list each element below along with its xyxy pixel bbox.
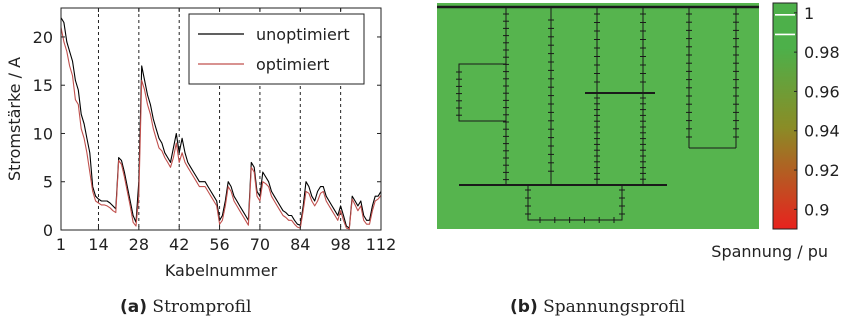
- colorbar-tick-label: 0.94: [804, 122, 840, 141]
- bottom-loop: [527, 185, 623, 221]
- colorbar-gradient: [772, 2, 798, 230]
- colorbar-tick-label: 0.98: [804, 43, 840, 62]
- y-tick-label: 5: [43, 173, 53, 192]
- caption-b-label: (b): [510, 297, 538, 317]
- y-tick-label: 10: [33, 124, 53, 143]
- voltage-profile-chart: 0.9 0.92 0.94 0.96 0.98 1 Spannung / pu: [437, 2, 840, 261]
- x-tick-label: 56: [209, 235, 229, 254]
- left-loop: [458, 63, 506, 122]
- y-tick-label: 15: [33, 76, 53, 95]
- plot-frame: [60, 7, 382, 231]
- x-tick-label: 42: [169, 235, 189, 254]
- y-tick-label: 0: [43, 221, 53, 240]
- colorbar-tick-label: 0.96: [804, 82, 840, 101]
- caption-a-text: Stromprofil: [152, 297, 252, 317]
- x-axis-label: Kabelnummer: [165, 261, 278, 280]
- x-tick-label: 70: [250, 235, 270, 254]
- series-line-unoptimiert: [61, 17, 381, 229]
- x-tick-label: 112: [366, 235, 397, 254]
- legend-box: [188, 13, 365, 85]
- y-tick-label: 20: [33, 28, 53, 47]
- x-tick-label: 28: [129, 235, 149, 254]
- legend: unoptimiert optimiert: [188, 13, 365, 85]
- legend-label-unoptimiert: unoptimiert: [256, 25, 350, 44]
- colorbar-tick-label: 0.9: [804, 200, 829, 219]
- colorbar-tick-label: 0.92: [804, 161, 840, 180]
- caption-a-label: (a): [120, 297, 148, 317]
- caption-b: (b) Spannungsprofil: [510, 297, 685, 317]
- x-tick-label: 1: [56, 235, 66, 254]
- x-tick-label: 84: [290, 235, 310, 254]
- y-axis-label: Stromstärke / A: [5, 57, 24, 181]
- colorbar-tick-label: 1: [804, 4, 814, 23]
- network-graph: [437, 5, 759, 223]
- network-background: [437, 3, 759, 229]
- caption-a: (a) Stromprofil: [120, 297, 251, 317]
- legend-label-optimiert: optimiert: [256, 55, 329, 74]
- x-tick-label: 14: [88, 235, 108, 254]
- series-line-optimiert: [61, 27, 381, 230]
- current-profile-chart: 1 14 28 42 56 70 84 98 112 0 5 10 15 20 Stromstärke /…: [5, 7, 397, 280]
- caption-b-text: Spannungsprofil: [543, 297, 686, 317]
- colorbar-label: Spannung / pu: [711, 242, 828, 261]
- x-tick-label: 98: [330, 235, 350, 254]
- colorbar: 0.9 0.92 0.94 0.96 0.98 1: [772, 2, 840, 230]
